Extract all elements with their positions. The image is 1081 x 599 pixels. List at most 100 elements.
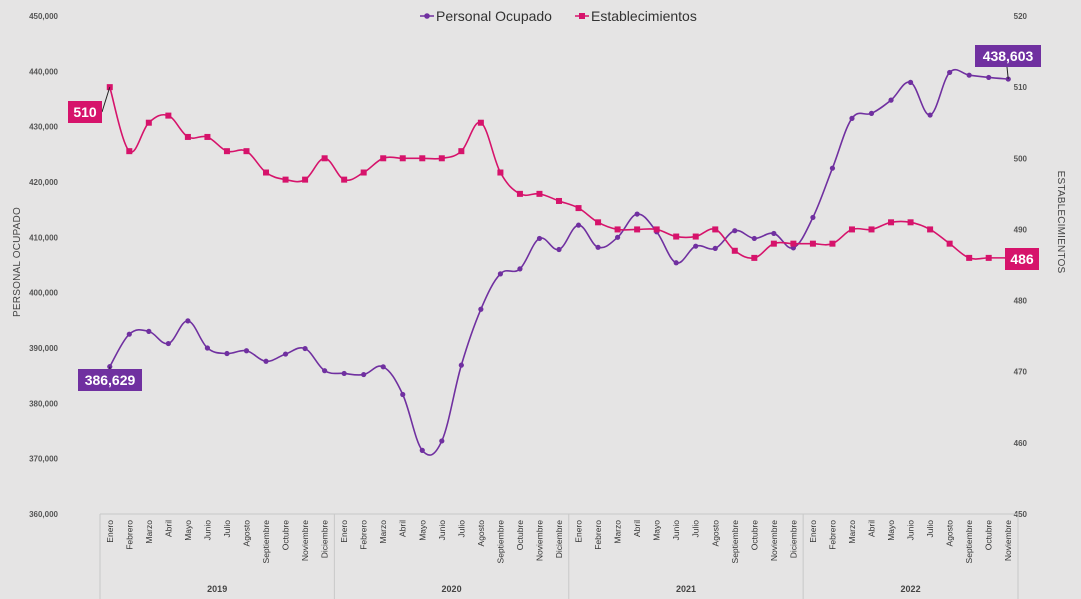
data-point[interactable] xyxy=(614,234,621,240)
data-point[interactable] xyxy=(360,169,367,176)
data-point[interactable] xyxy=(653,226,660,233)
data-point[interactable] xyxy=(966,72,972,78)
x-tick-label: Noviembre xyxy=(769,520,779,561)
data-point[interactable] xyxy=(458,362,464,368)
data-point[interactable] xyxy=(829,240,836,247)
data-point[interactable] xyxy=(419,447,425,453)
data-point[interactable] xyxy=(165,112,172,119)
data-point[interactable] xyxy=(692,233,699,240)
left-axis-title: PERSONAL OCUPADO xyxy=(12,207,23,317)
data-point[interactable] xyxy=(477,119,484,126)
data-point[interactable] xyxy=(536,235,543,242)
data-point[interactable] xyxy=(282,176,289,183)
data-point[interactable] xyxy=(732,228,738,234)
data-point[interactable] xyxy=(634,226,641,233)
data-point[interactable] xyxy=(771,230,777,237)
data-point[interactable] xyxy=(595,219,602,226)
x-tick-label: Noviembre xyxy=(300,520,310,561)
data-point[interactable] xyxy=(321,155,328,162)
data-point[interactable] xyxy=(184,133,191,140)
data-point[interactable] xyxy=(341,176,348,183)
data-point[interactable] xyxy=(517,266,523,272)
data-point[interactable] xyxy=(243,348,250,354)
data-point[interactable] xyxy=(947,69,953,76)
x-tick-label: Marzo xyxy=(613,520,623,544)
data-point[interactable] xyxy=(986,74,992,81)
data-point[interactable] xyxy=(614,226,621,233)
series-establecimientos xyxy=(106,84,1012,261)
data-point[interactable] xyxy=(985,254,992,261)
data-point[interactable] xyxy=(380,155,387,162)
data-point[interactable] xyxy=(790,240,797,247)
data-point[interactable] xyxy=(458,148,465,155)
data-point[interactable] xyxy=(868,110,875,116)
data-point[interactable] xyxy=(673,233,680,240)
data-point[interactable] xyxy=(848,226,855,233)
data-point[interactable] xyxy=(146,328,152,334)
data-point[interactable] xyxy=(731,247,738,254)
data-point[interactable] xyxy=(536,190,543,197)
data-point[interactable] xyxy=(829,165,836,171)
data-point[interactable] xyxy=(322,368,328,374)
data-point[interactable] xyxy=(693,243,699,249)
data-point[interactable] xyxy=(712,245,718,251)
data-point[interactable] xyxy=(575,205,582,212)
data-point[interactable] xyxy=(341,370,347,377)
x-axis: Enero Febrero Marzo Abril Mayo Junio Julio Agos… xyxy=(99,513,1019,599)
data-point[interactable] xyxy=(888,97,894,103)
data-point[interactable] xyxy=(849,115,855,121)
data-point[interactable] xyxy=(399,155,406,162)
data-point[interactable] xyxy=(380,364,386,370)
data-point[interactable] xyxy=(868,226,875,233)
data-point[interactable] xyxy=(165,340,171,347)
data-point[interactable] xyxy=(595,244,601,250)
data-point[interactable] xyxy=(634,211,640,217)
data-point[interactable] xyxy=(497,169,504,176)
data-point[interactable] xyxy=(907,79,914,85)
data-point[interactable] xyxy=(751,235,757,242)
data-point[interactable] xyxy=(673,260,679,266)
data-point[interactable] xyxy=(145,119,152,126)
data-point[interactable] xyxy=(302,176,309,183)
data-point[interactable] xyxy=(224,350,230,357)
data-point[interactable] xyxy=(361,371,367,378)
data-point[interactable] xyxy=(185,318,191,324)
data-point[interactable] xyxy=(438,155,445,162)
left-axis-tick: 380,000 xyxy=(29,399,58,408)
data-point[interactable] xyxy=(712,226,719,233)
data-point[interactable] xyxy=(1005,76,1011,82)
data-point[interactable] xyxy=(575,222,582,228)
data-point[interactable] xyxy=(478,306,484,312)
legend-item-personal-ocupado[interactable]: Personal Ocupado xyxy=(420,8,552,24)
data-point[interactable] xyxy=(263,169,270,176)
data-point[interactable] xyxy=(204,133,211,140)
data-point[interactable] xyxy=(556,197,562,204)
data-point[interactable] xyxy=(282,351,289,357)
data-point[interactable] xyxy=(302,345,308,352)
data-point[interactable] xyxy=(126,148,133,155)
data-point[interactable] xyxy=(400,391,406,398)
data-point[interactable] xyxy=(907,219,914,226)
data-point[interactable] xyxy=(966,254,973,261)
data-point[interactable] xyxy=(927,112,933,118)
data-point[interactable] xyxy=(770,240,777,247)
data-point[interactable] xyxy=(556,246,562,253)
callout-personal: 386,629 xyxy=(78,366,142,391)
data-point[interactable] xyxy=(946,240,953,247)
data-point[interactable] xyxy=(243,148,250,155)
data-point[interactable] xyxy=(204,345,211,351)
data-point[interactable] xyxy=(126,331,132,337)
data-point[interactable] xyxy=(751,254,758,261)
data-point[interactable] xyxy=(263,358,269,364)
data-point[interactable] xyxy=(419,155,426,162)
legend-item-establecimientos[interactable]: Establecimientos xyxy=(575,8,697,24)
data-point[interactable] xyxy=(516,190,523,197)
data-point[interactable] xyxy=(223,148,230,155)
data-point[interactable] xyxy=(809,240,816,247)
data-point[interactable] xyxy=(439,438,445,444)
data-point[interactable] xyxy=(888,219,895,226)
data-point[interactable] xyxy=(810,214,816,221)
series-layer xyxy=(106,68,1012,456)
data-point[interactable] xyxy=(927,226,934,233)
data-point[interactable] xyxy=(497,271,504,277)
